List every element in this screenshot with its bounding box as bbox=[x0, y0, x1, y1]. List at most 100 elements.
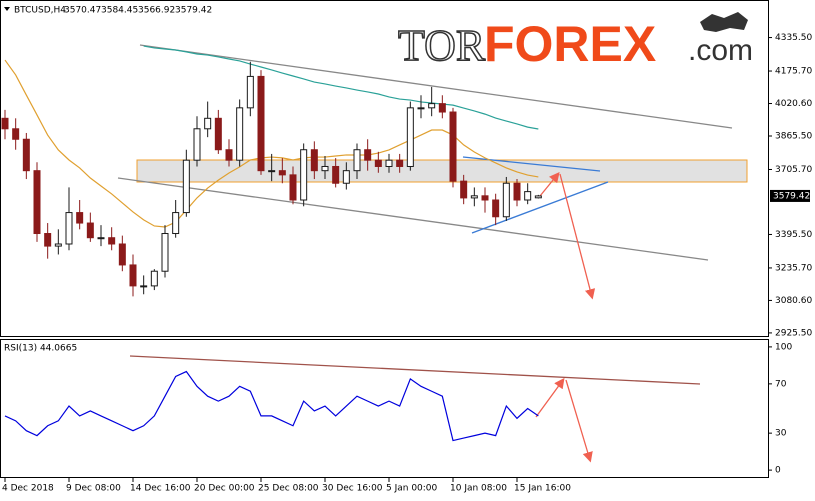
candle-body bbox=[54, 243, 62, 247]
candle-body bbox=[65, 212, 73, 245]
candle-body bbox=[534, 195, 542, 199]
candle-body bbox=[193, 128, 201, 161]
y-tick-label: 3865.50 bbox=[775, 132, 812, 142]
x-tick-label: 10 Jan 08:00 bbox=[450, 484, 507, 494]
forecast-arrow bbox=[559, 173, 596, 300]
x-tick-label: 4 Dec 2018 bbox=[2, 484, 54, 494]
candle-body bbox=[449, 111, 457, 182]
header-symbol: BTCUSD,H4 bbox=[14, 6, 66, 16]
y-tick-label: 4335.50 bbox=[775, 33, 812, 43]
y-tick-label: 4175.70 bbox=[775, 67, 812, 77]
candle-body bbox=[44, 233, 52, 247]
price-panel bbox=[0, 0, 769, 337]
x-tick-label: 9 Dec 08:00 bbox=[66, 484, 121, 494]
candle-body bbox=[364, 149, 372, 161]
candle-body bbox=[236, 107, 244, 161]
header-value: 3584.45 bbox=[101, 6, 138, 16]
candle-body bbox=[481, 195, 489, 201]
candle-body bbox=[438, 103, 446, 113]
y-tick-label: 4020.60 bbox=[775, 99, 812, 109]
price-tag: 3579.42 bbox=[773, 191, 810, 201]
x-tick-label: 5 Jan 00:00 bbox=[386, 484, 438, 494]
candle-body bbox=[300, 149, 308, 201]
rsi-trend-line bbox=[129, 355, 701, 385]
candle-body bbox=[129, 264, 137, 287]
wedge-line bbox=[462, 156, 601, 172]
candle-body bbox=[417, 107, 425, 110]
candle-body bbox=[76, 212, 84, 224]
header-value: 3566.92 bbox=[138, 6, 175, 16]
candle-body bbox=[140, 285, 148, 288]
candle-body bbox=[257, 75, 265, 172]
x-tick-label: 20 Dec 00:00 bbox=[194, 484, 255, 494]
y-tick-label: 70 bbox=[775, 379, 787, 389]
candle-body bbox=[374, 159, 382, 167]
rsi-panel bbox=[0, 339, 769, 478]
candle-body bbox=[1, 117, 9, 130]
logo-forex: FOREX bbox=[484, 16, 656, 72]
candle-body bbox=[86, 222, 94, 239]
candle-body bbox=[12, 128, 20, 140]
logo-bull bbox=[700, 12, 748, 32]
header-value: 3579.42 bbox=[175, 6, 212, 16]
candle-body bbox=[310, 149, 318, 172]
candle-body bbox=[246, 75, 254, 109]
candle-body bbox=[118, 243, 126, 266]
y-tick-label: 30 bbox=[775, 429, 787, 439]
candle-body bbox=[278, 170, 286, 176]
candle-body bbox=[289, 174, 297, 201]
candle-body bbox=[22, 138, 30, 172]
x-tick-label: 14 Dec 16:00 bbox=[130, 484, 191, 494]
candle-body bbox=[172, 212, 180, 235]
moving-average bbox=[143, 45, 539, 130]
y-tick-label: 3235.70 bbox=[775, 263, 812, 273]
x-tick-label: 30 Dec 16:00 bbox=[322, 484, 383, 494]
candle-body bbox=[460, 180, 468, 199]
candle-body bbox=[406, 107, 414, 167]
candle-body bbox=[396, 159, 404, 167]
channel-line bbox=[117, 177, 709, 261]
candle-body bbox=[182, 159, 190, 214]
logo-tor: TOR bbox=[398, 21, 486, 70]
candle-body bbox=[161, 233, 169, 272]
candle-body bbox=[214, 117, 222, 151]
x-tick-label: 25 Dec 08:00 bbox=[258, 484, 319, 494]
logo-com: .com bbox=[688, 34, 753, 67]
candle-body bbox=[492, 199, 500, 218]
rsi-title: RSI(13) 44.0665 bbox=[4, 344, 77, 354]
candle-body bbox=[353, 149, 361, 172]
forecast-arrow bbox=[565, 379, 593, 463]
candle-body bbox=[513, 182, 521, 201]
candle-body bbox=[428, 103, 436, 109]
candle-body bbox=[332, 165, 340, 184]
y-tick-label: 3080.60 bbox=[775, 296, 812, 306]
header-icon bbox=[4, 7, 10, 11]
candle-body bbox=[225, 149, 233, 161]
candle-body bbox=[321, 165, 329, 172]
candle-body bbox=[204, 117, 212, 130]
candle-body bbox=[502, 182, 510, 218]
y-tick-label: 3395.50 bbox=[775, 230, 812, 240]
plot: 3570.47 3584.45 3566.92 3579.424335.504175.… bbox=[1, 6, 812, 494]
header-value: 3570.47 bbox=[64, 6, 101, 16]
channel-line bbox=[139, 44, 733, 129]
candle-body bbox=[108, 237, 116, 245]
y-tick-label: 0 bbox=[775, 466, 781, 476]
forecast-arrow bbox=[535, 377, 565, 418]
x-tick-label: 15 Jan 16:00 bbox=[514, 484, 571, 494]
candle-body bbox=[524, 191, 532, 201]
wedge-line bbox=[471, 181, 609, 234]
candle-body bbox=[268, 170, 276, 173]
candle-body bbox=[33, 170, 41, 235]
candle-body bbox=[342, 170, 350, 184]
candle-body bbox=[97, 237, 105, 240]
forecast-arrow bbox=[539, 171, 560, 197]
candle-body bbox=[385, 159, 393, 167]
candle-body bbox=[470, 195, 478, 199]
candle-body bbox=[150, 270, 158, 287]
rsi-line bbox=[4, 370, 539, 442]
y-tick-label: 100 bbox=[775, 342, 792, 352]
y-tick-label: 2925.50 bbox=[775, 328, 812, 338]
price-tag-bg bbox=[770, 189, 810, 202]
